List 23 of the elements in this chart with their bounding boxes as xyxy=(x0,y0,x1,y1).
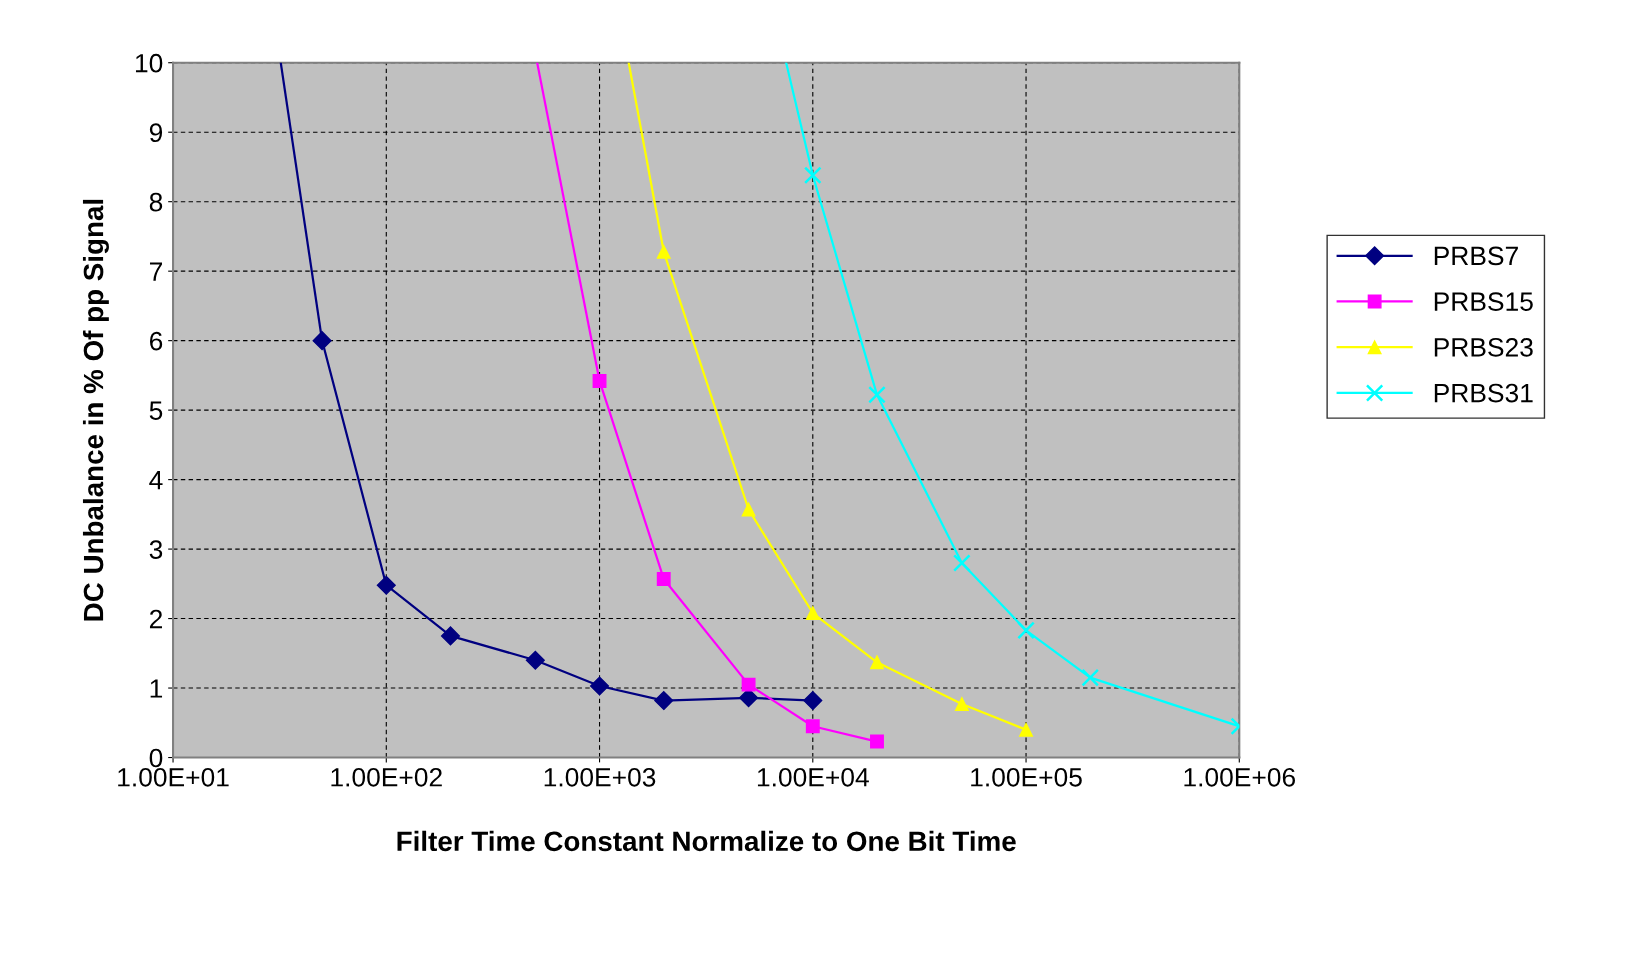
y-tick-label: 8 xyxy=(149,192,163,212)
x-tick-label: 1.00E+02 xyxy=(331,767,442,787)
x-tick-label: 1.00E+01 xyxy=(118,767,229,787)
y-tick-label: 6 xyxy=(149,331,163,351)
y-tick-label: 9 xyxy=(149,123,163,143)
y-tick-label: 7 xyxy=(150,262,162,281)
legend-label: PRBS15 xyxy=(1434,292,1533,311)
legend-label: PRBS23 xyxy=(1434,338,1533,357)
legend-label: PRBS7 xyxy=(1434,246,1518,266)
x-axis-title: Filter Time Constant Normalize to One Bit Time xyxy=(397,830,1016,852)
x-tick-label: 1.00E+03 xyxy=(544,767,656,787)
x-tick-label: 1.00E+05 xyxy=(971,767,1082,787)
y-tick-label: 2 xyxy=(149,609,162,629)
y-tick-label: 3 xyxy=(149,540,163,559)
y-tick-label: 5 xyxy=(149,401,163,420)
legend-label: PRBS31 xyxy=(1434,383,1533,403)
x-tick-label: 1.00E+04 xyxy=(757,767,869,787)
y-tick-label: 1 xyxy=(150,679,163,698)
y-axis-title: DC Unbalance in % Of pp Signal xyxy=(82,199,109,621)
y-tick-label: 10 xyxy=(135,53,163,73)
x-tick-label: 1.00E+06 xyxy=(1184,767,1295,787)
y-tick-label: 4 xyxy=(149,471,163,490)
y-tick-label: 0 xyxy=(149,748,163,768)
